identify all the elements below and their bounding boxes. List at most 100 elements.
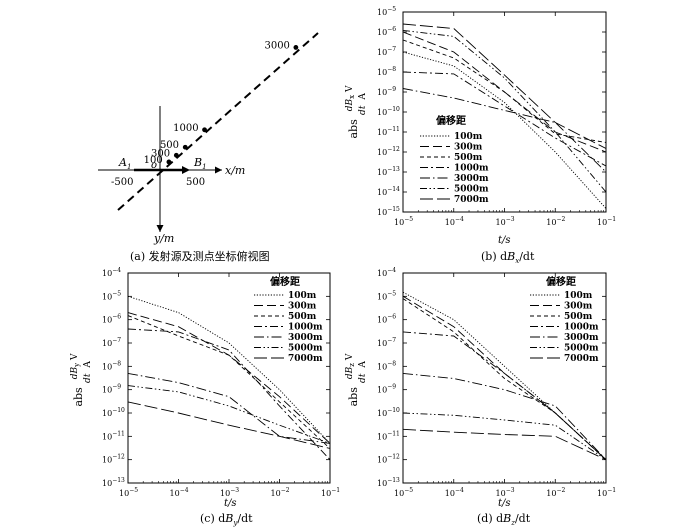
legend-label: 500m [454, 153, 483, 163]
panel-a-point-label: 300 [151, 148, 170, 159]
panel-a-caption: (a) 发射源及测点坐标俯视图 [130, 249, 270, 263]
x-tick-label: 10−5 [394, 487, 413, 498]
panel-c-chart: 10−5 10−4 10−3 10−2 10−1 10−13 10−12 10−11 10−10… [70, 267, 340, 527]
panel-a-y-arrow-icon [156, 225, 164, 232]
panel-a-point-100 [166, 159, 172, 165]
panel-a-origin-label: o [151, 160, 157, 171]
y-tick-label: 10−7 [377, 337, 396, 348]
svg-text:dtA: dtA [358, 361, 368, 383]
svg-text:absdByV: absdByV [70, 353, 85, 407]
panel-a-x-arrow-icon [215, 166, 222, 174]
y-tick-label: 10−13 [377, 166, 400, 177]
series-line-100m [402, 51, 607, 209]
panel-b-ticks: 10−5 10−4 10−3 10−2 10−1 10−15 10−14 10−13 10−12… [377, 6, 616, 227]
y-tick-label: 10−12 [377, 146, 400, 157]
panel-c-caption: (c) dBy/dt [200, 512, 253, 527]
legend-label: 7000m [564, 354, 599, 364]
panel-a-pos-label: 500 [186, 177, 205, 188]
x-tick-label: 10−2 [546, 487, 565, 498]
series-line-5000m [127, 385, 331, 444]
x-tick-label: 10−1 [597, 487, 616, 498]
legend-label: 5000m [564, 344, 599, 354]
y-tick-label: 10−8 [102, 360, 121, 371]
legend-label: 100m [564, 291, 593, 301]
y-tick-label: 10−13 [377, 477, 400, 488]
legend-label: 1000m [288, 323, 323, 333]
series-line-7000m [127, 401, 331, 449]
panel-a-b1-label: B1 [193, 156, 207, 171]
series-line-1000m [127, 328, 331, 461]
legend-label: 7000m [454, 195, 489, 205]
svg-text:absdBzV: absdBzV [345, 353, 360, 406]
legend-label: 500m [564, 312, 593, 322]
panel-d-ylabel: absdBzV dtA [345, 353, 368, 406]
legend-label: 300m [564, 302, 593, 312]
panel-d-xlabel: t/s [498, 498, 511, 509]
x-tick-label: 10−3 [496, 216, 515, 227]
legend-label: 300m [288, 302, 317, 312]
panel-a-point-label: 100 [144, 155, 163, 166]
panel-a-survey-line [117, 32, 319, 211]
y-tick-label: 10−13 [102, 477, 125, 488]
series-line-5000m [402, 29, 607, 193]
x-tick-label: 10−4 [445, 487, 464, 498]
panel-c-ylabel: absdByV dtA [70, 353, 93, 407]
y-tick-label: 10−7 [377, 46, 396, 57]
panel-a-source-arrow-icon [182, 166, 190, 174]
panel-a-plan-view: x/m y/m A1 B1 o -500 500 100300500100030… [98, 32, 319, 263]
legend-label: 300m [454, 143, 483, 153]
panel-a-neg-label: -500 [111, 177, 133, 188]
series-line-1000m [402, 331, 607, 461]
series-line-500m [402, 39, 607, 143]
x-tick-label: 10−1 [597, 216, 616, 227]
y-tick-label: 10−7 [102, 337, 121, 348]
panel-a-point-label: 3000 [264, 40, 289, 51]
series-line-7000m [402, 23, 607, 149]
legend-label: 3000m [288, 333, 323, 343]
series-line-500m [402, 298, 607, 461]
x-tick-label: 10−4 [445, 216, 464, 227]
panel-c-series [127, 295, 331, 461]
y-tick-label: 10−14 [377, 186, 400, 197]
y-tick-label: 10−11 [377, 430, 400, 441]
x-tick-label: 10−2 [271, 487, 290, 498]
y-tick-label: 10−11 [377, 126, 400, 137]
series-line-100m [127, 295, 331, 444]
series-line-500m [127, 315, 331, 449]
panel-a-a1-label: A1 [118, 156, 131, 171]
series-line-3000m [402, 372, 607, 461]
legend-label: 100m [454, 132, 483, 142]
y-tick-label: 10−5 [377, 290, 396, 301]
legend-label: 3000m [564, 333, 599, 343]
x-tick-label: 10−3 [220, 487, 239, 498]
panel-a-x-label: x/m [225, 164, 245, 177]
svg-text:dtA: dtA [83, 361, 93, 383]
x-tick-label: 10−2 [546, 216, 565, 227]
legend-label: 1000m [454, 164, 489, 174]
panel-d-caption: (d) dBz/dt [477, 512, 531, 527]
series-line-1000m [402, 71, 607, 167]
legend-title: 偏移距 [436, 114, 466, 127]
y-tick-label: 10−12 [377, 454, 400, 465]
y-tick-label: 10−4 [102, 267, 121, 278]
legend-title: 偏移距 [546, 275, 576, 288]
panel-a-y-label: y/m [153, 232, 174, 245]
panel-b-series [402, 23, 607, 209]
y-tick-label: 10−4 [377, 267, 396, 278]
y-tick-label: 10−10 [377, 407, 400, 418]
panel-d-series [402, 291, 607, 461]
panel-a-point-label: 1000 [173, 123, 198, 134]
y-tick-label: 10−12 [102, 454, 125, 465]
panel-a-point-3000 [293, 45, 299, 50]
x-tick-label: 10−4 [170, 487, 189, 498]
panel-a-point-label: 500 [160, 140, 179, 151]
panel-d-ticks: 10−5 10−4 10−3 10−2 10−1 10−13 10−12 10−11 10−10… [377, 267, 616, 498]
panel-b-plot-frame [402, 11, 607, 213]
panel-b-chart: 10−5 10−4 10−3 10−2 10−1 10−15 10−14 10−13 10−12… [345, 6, 616, 265]
x-tick-label: 10−5 [119, 487, 138, 498]
y-tick-label: 10−6 [377, 26, 396, 37]
y-tick-label: 10−10 [377, 106, 400, 117]
